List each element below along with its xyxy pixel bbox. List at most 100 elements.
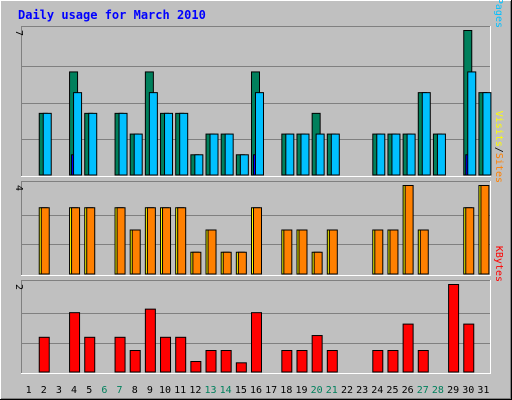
bar-sites-day-21 bbox=[328, 229, 338, 275]
bar-pages-day-28 bbox=[436, 133, 446, 176]
bar-sites-day-12 bbox=[192, 251, 202, 275]
chart-panels: 7 Hits/Files/Pages 4 Visits/Sites 2 KBytes bbox=[13, 0, 504, 374]
x-tick-day-9: 9 bbox=[147, 385, 153, 396]
x-tick-day-12: 12 bbox=[189, 385, 201, 396]
x-tick-day-6: 6 bbox=[101, 385, 107, 396]
legend-kbytes: KBytes bbox=[493, 246, 504, 282]
bar-kbytes-day-29 bbox=[448, 284, 460, 373]
x-tick-day-20: 20 bbox=[311, 385, 323, 396]
x-tick-day-3: 3 bbox=[56, 385, 62, 396]
bar-pages-day-14 bbox=[224, 133, 234, 176]
bar-pages-day-9 bbox=[148, 92, 158, 176]
bar-pages-day-30 bbox=[467, 71, 477, 176]
y-max-label: 4 bbox=[13, 185, 24, 191]
bar-kbytes-day-24 bbox=[372, 350, 384, 373]
bar-pages-day-13 bbox=[209, 133, 219, 176]
bar-kbytes-day-8 bbox=[129, 350, 141, 373]
bar-pages-day-7 bbox=[118, 112, 128, 176]
legend-visits: Visits bbox=[493, 111, 504, 147]
x-tick-day-22: 22 bbox=[341, 385, 353, 396]
bar-kbytes-day-16 bbox=[251, 312, 262, 373]
bar-sites-day-9 bbox=[146, 207, 156, 275]
bar-sites-day-16 bbox=[253, 207, 262, 275]
bar-pages-day-27 bbox=[421, 92, 431, 176]
x-tick-day-15: 15 bbox=[235, 385, 247, 396]
bar-kbytes-day-30 bbox=[463, 323, 475, 373]
bar-kbytes-day-5 bbox=[84, 336, 96, 373]
bar-pages-day-21 bbox=[330, 133, 340, 176]
x-tick-day-31: 31 bbox=[477, 385, 489, 396]
bar-pages-day-4 bbox=[73, 92, 83, 176]
bar-kbytes-day-20 bbox=[311, 335, 323, 373]
x-tick-day-28: 28 bbox=[432, 385, 444, 396]
bar-sites-day-7 bbox=[116, 207, 126, 275]
bar-sites-day-27 bbox=[419, 229, 429, 275]
bar-kbytes-day-4 bbox=[69, 312, 81, 373]
legend-pages: Pages bbox=[493, 0, 504, 28]
y-max-label: 2 bbox=[13, 284, 24, 290]
x-axis-labels: 1 2 3 4 5 6 7 8 9 10 11 12 13 14 15 16 17 18 19 20 21 22 23 24 2… bbox=[26, 385, 490, 396]
x-tick-day-5: 5 bbox=[86, 385, 92, 396]
x-tick-day-17: 17 bbox=[265, 385, 277, 396]
bar-kbytes-day-11 bbox=[175, 336, 187, 373]
bar-pages-day-24 bbox=[376, 133, 386, 176]
x-tick-day-27: 27 bbox=[417, 385, 429, 396]
bar-sites-day-26 bbox=[404, 185, 414, 275]
x-tick-day-10: 10 bbox=[159, 385, 171, 396]
bar-kbytes-day-19 bbox=[296, 350, 308, 373]
panel-legend: Hits/Files/Pages bbox=[493, 0, 504, 28]
legend-sites: Sites bbox=[493, 153, 504, 183]
bar-sites-day-15 bbox=[237, 251, 247, 275]
x-tick-day-8: 8 bbox=[132, 385, 138, 396]
bar-kbytes-day-14 bbox=[220, 350, 232, 373]
x-tick-day-29: 29 bbox=[447, 385, 459, 396]
bar-pages-day-8 bbox=[133, 133, 143, 176]
bar-pages-day-26 bbox=[406, 133, 416, 176]
x-tick-day-25: 25 bbox=[386, 385, 398, 396]
bar-kbytes-day-21 bbox=[326, 350, 338, 373]
x-tick-day-7: 7 bbox=[117, 385, 123, 396]
bar-sites-day-18 bbox=[283, 229, 293, 275]
bar-kbytes-day-15 bbox=[235, 362, 247, 373]
x-tick-day-14: 14 bbox=[220, 385, 232, 396]
bar-sites-day-20 bbox=[313, 251, 323, 275]
bar-pages-day-11 bbox=[179, 112, 189, 176]
x-tick-day-21: 21 bbox=[326, 385, 338, 396]
bar-pages-day-25 bbox=[391, 133, 401, 176]
bar-pages-day-2 bbox=[42, 112, 52, 176]
bar-sites-day-25 bbox=[389, 229, 399, 275]
panel-kbytes: 2 KBytes bbox=[13, 246, 504, 374]
x-tick-day-16: 16 bbox=[250, 385, 262, 396]
x-tick-day-13: 13 bbox=[204, 385, 216, 396]
panel-hits-files-pages: 7 Hits/Files/Pages bbox=[13, 0, 504, 177]
x-tick-day-1: 1 bbox=[26, 385, 32, 396]
bar-pages-day-16 bbox=[255, 92, 264, 176]
x-tick-day-30: 30 bbox=[462, 385, 474, 396]
bar-sites-day-14 bbox=[222, 251, 232, 275]
bar-sites-day-10 bbox=[162, 207, 172, 275]
panel-visits-sites: 4 Visits/Sites bbox=[13, 111, 504, 276]
bar-pages-day-5 bbox=[88, 112, 98, 176]
bar-kbytes-day-7 bbox=[114, 336, 126, 373]
x-tick-day-19: 19 bbox=[295, 385, 307, 396]
bar-pages-day-20 bbox=[315, 133, 325, 176]
bar-sites-day-31 bbox=[480, 185, 490, 275]
bar-sites-day-24 bbox=[374, 229, 384, 275]
bar-sites-day-30 bbox=[465, 207, 475, 275]
x-tick-day-26: 26 bbox=[402, 385, 414, 396]
y-max-label: 7 bbox=[13, 30, 24, 36]
bar-kbytes-day-2 bbox=[38, 336, 50, 373]
bar-sites-day-5 bbox=[86, 207, 96, 275]
bar-pages-day-18 bbox=[285, 133, 295, 176]
bar-kbytes-day-18 bbox=[281, 350, 293, 373]
bar-sites-day-19 bbox=[298, 229, 308, 275]
bar-kbytes-day-10 bbox=[160, 336, 172, 373]
bar-kbytes-day-25 bbox=[387, 350, 399, 373]
bar-pages-day-12 bbox=[194, 154, 204, 176]
bar-pages-day-19 bbox=[300, 133, 310, 176]
bar-kbytes-day-9 bbox=[144, 308, 156, 373]
bar-sites-day-8 bbox=[131, 229, 141, 275]
x-tick-day-23: 23 bbox=[356, 385, 368, 396]
legend-separator: / bbox=[493, 147, 504, 153]
bar-sites-day-13 bbox=[207, 229, 217, 275]
